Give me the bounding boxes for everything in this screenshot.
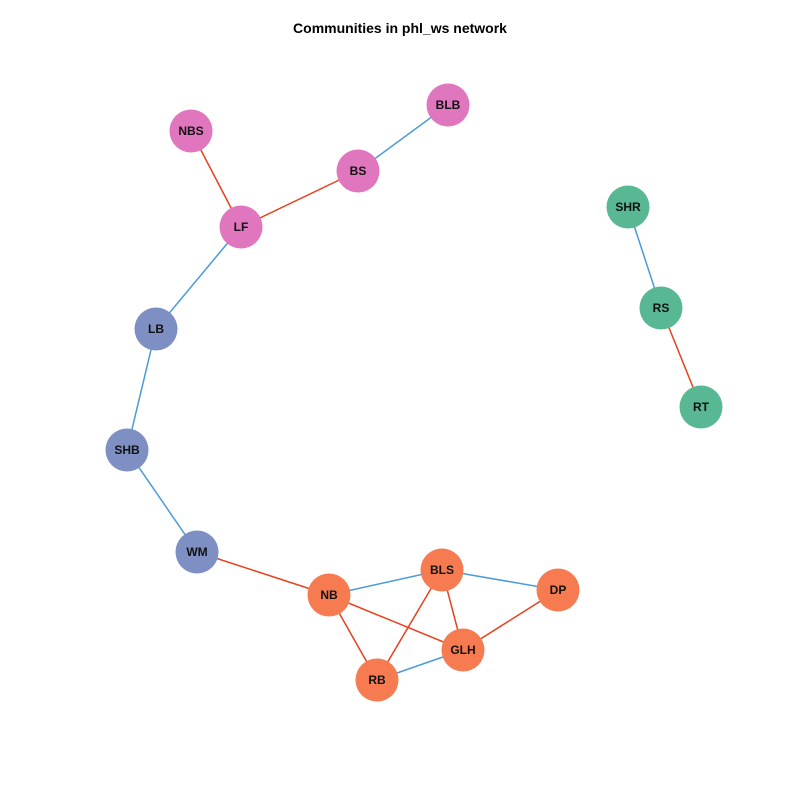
node-label-bls: BLS: [430, 563, 454, 577]
node-circle-dp: [536, 568, 580, 612]
nodes-layer: BLB NBS BS LF LB SHB WM NB BLS DP GLH RB SHR RS RT: [105, 83, 723, 702]
node-lf: LF: [219, 205, 263, 249]
node-label-nbs: NBS: [178, 124, 203, 138]
node-circle-rs: [639, 286, 683, 330]
node-label-lb: LB: [148, 322, 164, 336]
node-shr: SHR: [606, 185, 650, 229]
edge-nb-glh: [328, 594, 464, 651]
node-circle-shb: [105, 428, 149, 472]
node-wm: WM: [175, 530, 219, 574]
node-blb: BLB: [426, 83, 470, 127]
node-rt: RT: [679, 385, 723, 429]
node-label-rb: RB: [368, 673, 386, 687]
node-rb: RB: [355, 658, 399, 702]
node-bls: BLS: [420, 548, 464, 592]
node-circle-nb: [307, 573, 351, 617]
node-nbs: NBS: [169, 109, 213, 153]
node-label-dp: DP: [550, 583, 567, 597]
node-lb: LB: [134, 307, 178, 351]
edge-bs-lf: [240, 170, 359, 228]
node-rs: RS: [639, 286, 683, 330]
node-bs: BS: [336, 149, 380, 193]
figure-title: Communities in phl_ws network: [293, 20, 507, 36]
node-circle-rb: [355, 658, 399, 702]
node-circle-bls: [420, 548, 464, 592]
node-circle-wm: [175, 530, 219, 574]
node-circle-bs: [336, 149, 380, 193]
node-label-rt: RT: [693, 400, 710, 414]
node-nb: NB: [307, 573, 351, 617]
edge-wm-nb: [196, 551, 330, 596]
node-circle-lf: [219, 205, 263, 249]
node-circle-rt: [679, 385, 723, 429]
node-label-lf: LF: [234, 220, 249, 234]
node-label-rs: RS: [653, 301, 670, 315]
node-label-nb: NB: [320, 588, 338, 602]
edge-lf-lb: [155, 226, 242, 330]
node-label-blb: BLB: [436, 98, 461, 112]
node-glh: GLH: [441, 628, 485, 672]
node-circle-lb: [134, 307, 178, 351]
node-dp: DP: [536, 568, 580, 612]
node-circle-blb: [426, 83, 470, 127]
node-label-glh: GLH: [450, 643, 475, 657]
node-label-shr: SHR: [615, 200, 641, 214]
node-circle-nbs: [169, 109, 213, 153]
node-circle-shr: [606, 185, 650, 229]
node-label-wm: WM: [186, 545, 207, 559]
node-label-shb: SHB: [114, 443, 140, 457]
node-shb: SHB: [105, 428, 149, 472]
node-circle-glh: [441, 628, 485, 672]
node-label-bs: BS: [350, 164, 367, 178]
